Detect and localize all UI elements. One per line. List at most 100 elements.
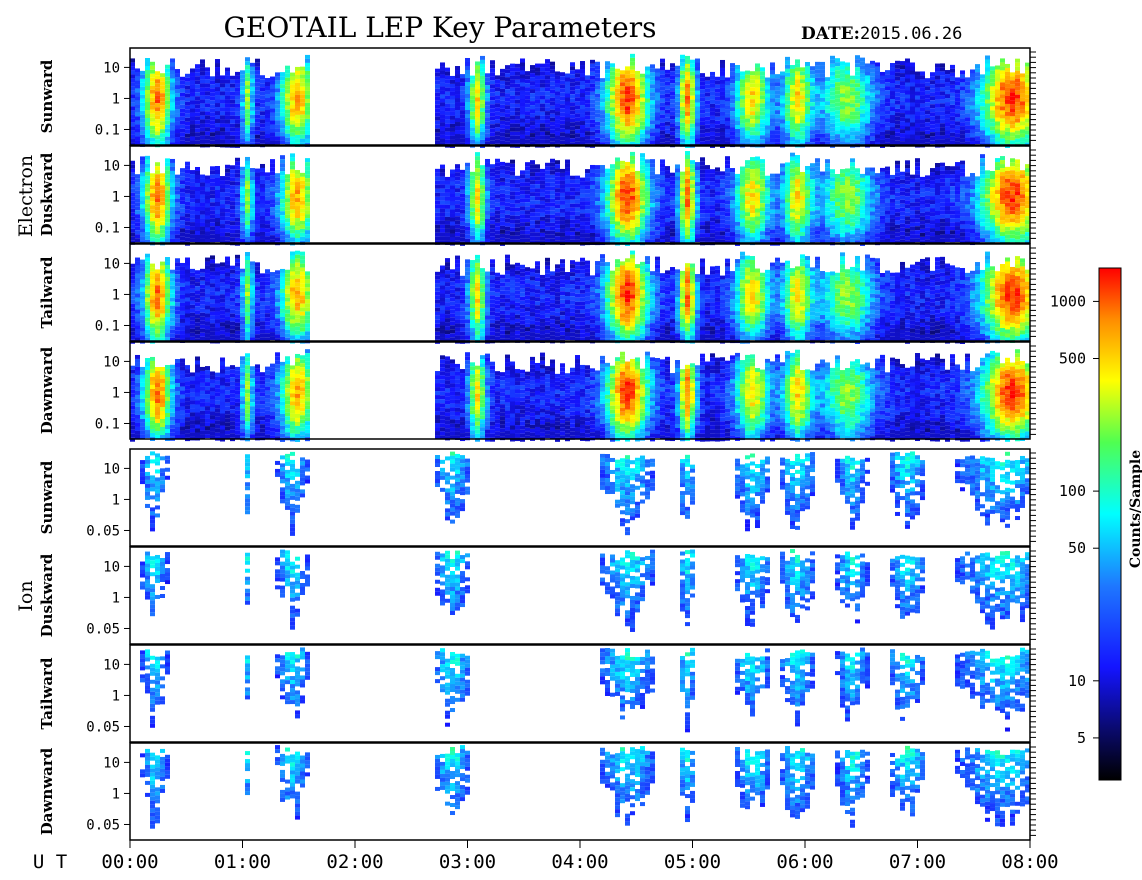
heatmap-cell [535,80,540,84]
heatmap-cell [250,79,255,83]
heatmap-cell [660,159,665,163]
heatmap-cell [535,168,540,172]
heatmap-cell [665,78,670,82]
heatmap-cell [200,87,205,91]
heatmap-cell [970,97,975,101]
heatmap-cell [760,119,765,123]
heatmap-cell [540,76,545,80]
heatmap-cell [555,232,560,236]
heatmap-cell [665,238,670,242]
heatmap-cell [545,183,550,187]
heatmap-cell [560,197,565,201]
heatmap-cell [510,184,515,188]
heatmap-cell [695,75,700,79]
heatmap-cell [610,107,615,111]
heatmap-cell [495,163,500,167]
heatmap-cell [165,182,170,186]
heatmap-cell [630,188,635,192]
heatmap-cell [270,227,275,231]
heatmap-cell [575,85,580,89]
heatmap-cell [770,138,775,142]
heatmap-cell [855,99,860,103]
heatmap-cell [205,212,210,216]
heatmap-cell [695,170,700,174]
heatmap-cell [925,118,930,122]
heatmap-cell [860,90,865,94]
heatmap-cell [190,218,195,222]
heatmap-cell [300,75,305,79]
heatmap-cell [635,203,640,207]
heatmap-cell [985,91,990,95]
heatmap-cell [255,135,260,139]
heatmap-cell [500,198,505,202]
heatmap-cell [940,83,945,87]
heatmap-cell [440,201,445,205]
heatmap-cell [605,109,610,113]
heatmap-cell [170,219,175,223]
heatmap-cell [950,121,955,125]
heatmap-cell [495,195,500,199]
heatmap-cell [865,107,870,111]
heatmap-cell [185,118,190,122]
heatmap-cell [590,225,595,229]
heatmap-cell [615,233,620,237]
heatmap-cell [645,187,650,191]
heatmap-cell [585,115,590,119]
heatmap-cell [210,178,215,182]
heatmap-cell [690,84,695,88]
heatmap-cell [560,205,565,209]
heatmap-cell [280,175,285,179]
heatmap-cell [1005,64,1010,68]
heatmap-cell [295,95,300,99]
heatmap-cell [810,66,815,70]
heatmap-cell [530,188,535,192]
heatmap-cell [680,71,685,75]
heatmap-cell [595,102,600,106]
heatmap-cell [210,226,215,230]
heatmap-cell [625,222,630,226]
heatmap-cell [465,70,470,74]
heatmap-cell [760,95,765,99]
heatmap-cell [185,186,190,190]
heatmap-cell [155,75,160,79]
heatmap-cell [255,213,260,217]
heatmap-cell [520,98,525,102]
heatmap-cell [690,188,695,192]
heatmap-cell [995,70,1000,74]
heatmap-cell [740,111,745,115]
heatmap-cell [295,178,300,182]
heatmap-cell [980,106,985,110]
heatmap-cell [525,194,530,198]
heatmap-cell [825,137,830,141]
heatmap-cell [240,231,245,235]
heatmap-cell [305,115,310,119]
heatmap-cell [710,108,715,112]
heatmap-cell [680,131,685,135]
heatmap-cell [255,221,260,225]
heatmap-cell [580,109,585,113]
heatmap-cell [620,237,625,241]
heatmap-cell [905,94,910,98]
heatmap-cell [245,97,250,101]
heatmap-cell [720,88,725,92]
heatmap-cell [805,114,810,118]
heatmap-cell [830,76,835,80]
heatmap-cell [885,114,890,118]
heatmap-cell [665,218,670,222]
heatmap-cell [905,78,910,82]
heatmap-cell [615,189,620,193]
heatmap-cell [820,78,825,82]
heatmap-cell [720,191,725,195]
heatmap-cell [595,126,600,130]
heatmap-cell [610,87,615,91]
heatmap-cell [480,128,485,132]
heatmap-cell [660,231,665,235]
heatmap-cell [305,238,310,242]
heatmap-cell [195,211,200,215]
heatmap-cell [290,233,295,237]
heatmap-cell [565,192,570,196]
heatmap-cell [575,192,580,196]
heatmap-cell [485,121,490,125]
heatmap-cell [495,203,500,207]
heatmap-cell [150,114,155,118]
